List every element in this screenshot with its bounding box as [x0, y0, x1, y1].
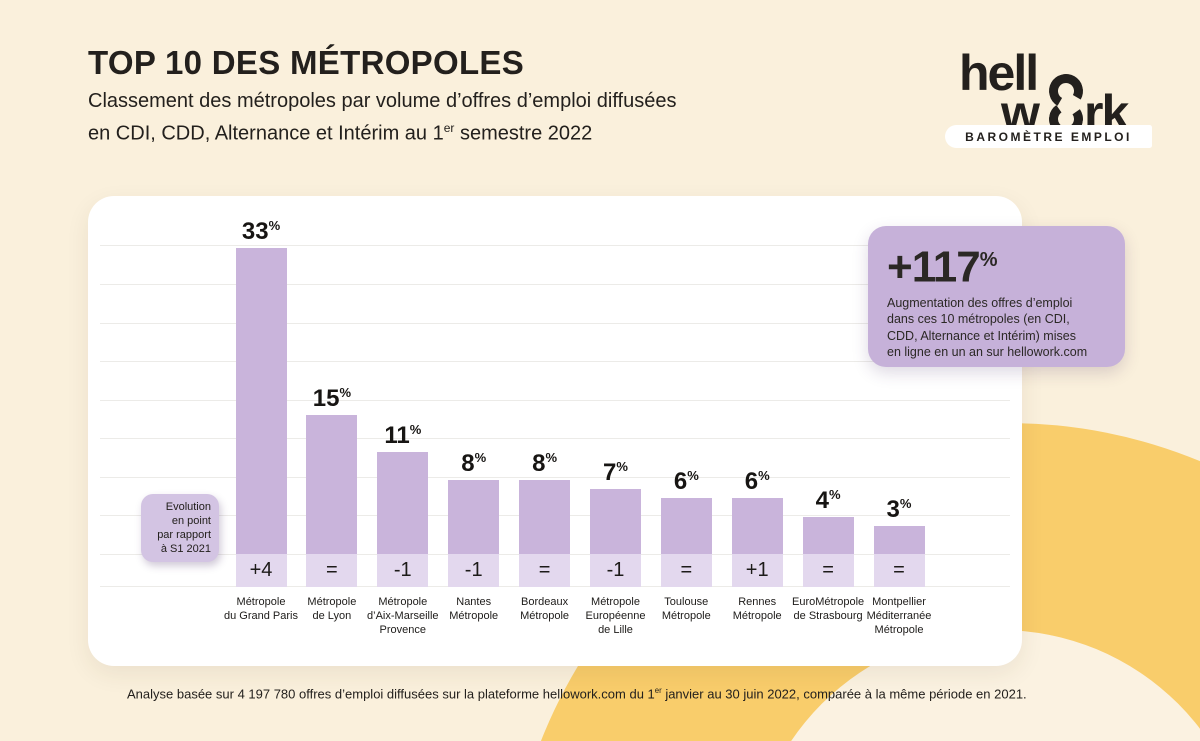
category-label: Métropole Européenne de Lille	[585, 596, 646, 636]
bar-evolution-band: =	[306, 554, 358, 587]
bar	[590, 489, 641, 554]
percent-sign: %	[899, 496, 912, 511]
source-note: Analyse basée sur 4 197 780 offres d’emp…	[127, 686, 1027, 702]
bar	[448, 480, 500, 554]
bar-value-label: 15%	[312, 385, 352, 412]
percent-sign: %	[616, 459, 628, 474]
bar-evolution-band: +1	[731, 554, 783, 587]
gridline	[100, 477, 1010, 478]
bar-value-label: 8%	[532, 450, 558, 477]
bar	[306, 415, 358, 554]
bar	[519, 480, 571, 554]
gridline	[100, 400, 1010, 401]
bar-value-label: 11%	[384, 422, 422, 449]
bar-value-label: 7%	[603, 459, 628, 486]
hellowork-logo: hell w rk BAROMÈTRE EMPLOI	[945, 48, 1157, 152]
category-label: Bordeaux Métropole	[520, 596, 570, 622]
percent-sign: %	[409, 422, 422, 437]
ordinal-superscript: er	[443, 121, 455, 135]
bar	[731, 498, 783, 554]
bar-evolution-band: =	[873, 554, 925, 587]
gridline	[100, 284, 1010, 285]
subtitle-line1: Classement des métropoles par volume d’o…	[88, 90, 677, 112]
category-label: Montpellier Méditerranée Métropole	[866, 596, 932, 636]
bar-value-label: 4%	[815, 487, 841, 514]
total-increase-callout: +117% Augmentation des offres d’emploi d…	[868, 226, 1125, 367]
bar	[802, 517, 854, 554]
percent-sign: %	[268, 218, 281, 233]
bar-evolution-band: =	[802, 554, 854, 587]
page-subtitle: Classement des métropoles par volume d’o…	[88, 88, 676, 148]
percent-sign: %	[758, 468, 770, 483]
bar-evolution-band: -1	[448, 554, 500, 587]
axis-note-text: Evolution en point par rapport à S1 2021	[157, 501, 211, 555]
subtitle-line2: en CDI, CDD, Alternance et Intérim au 1e…	[88, 121, 593, 145]
bar-evolution-band: =	[660, 554, 712, 587]
percent-sign: %	[474, 450, 487, 465]
category-label: Toulouse Métropole	[661, 596, 711, 622]
gridline	[100, 323, 1010, 324]
bar-evolution-band: -1	[377, 554, 429, 587]
category-label: Métropole d’Aix-Marseille Provence	[367, 596, 439, 636]
bar-value-label: 3%	[886, 496, 912, 523]
gridline	[100, 361, 1010, 362]
bar	[660, 498, 712, 554]
callout-value: +117%	[887, 242, 998, 292]
category-label: Métropole du Grand Paris	[224, 596, 298, 622]
callout-description: Augmentation des offres d’emploi dans ce…	[887, 295, 1088, 360]
axis-note-box: Evolution en point par rapport à S1 2021	[141, 494, 219, 562]
category-label: Rennes Métropole	[732, 596, 782, 622]
gridline	[100, 245, 1010, 246]
category-label: EuroMétropole de Strasbourg	[792, 596, 865, 622]
bar	[235, 248, 287, 554]
bar-evolution-band: -1	[590, 554, 641, 587]
bar	[377, 452, 429, 554]
percent-sign: %	[687, 468, 699, 483]
logo-text-hell: hell	[959, 45, 1039, 101]
bar-evolution-band: +4	[235, 554, 287, 587]
percent-sign: %	[545, 450, 558, 465]
bar-evolution-band: =	[519, 554, 571, 587]
barometre-emploi-badge: BAROMÈTRE EMPLOI	[945, 125, 1152, 148]
bar-value-label: 6%	[673, 468, 699, 495]
gridline	[100, 438, 1010, 439]
category-label: Métropole de Lyon	[307, 596, 357, 622]
bar-value-label: 6%	[744, 468, 770, 495]
category-label: Nantes Métropole	[449, 596, 499, 622]
page-title: TOP 10 DES MÉTROPOLES	[88, 44, 525, 81]
ordinal-superscript: er	[654, 686, 662, 695]
chart-card: +4 33% Métropole du Grand Paris = 15% Métropo…	[88, 196, 1022, 666]
bar	[873, 526, 925, 554]
percent-sign: %	[828, 487, 841, 502]
bar-value-label: 33%	[241, 218, 281, 245]
percent-sign: %	[979, 249, 998, 271]
percent-sign: %	[339, 385, 352, 400]
bar-value-label: 8%	[461, 450, 487, 477]
